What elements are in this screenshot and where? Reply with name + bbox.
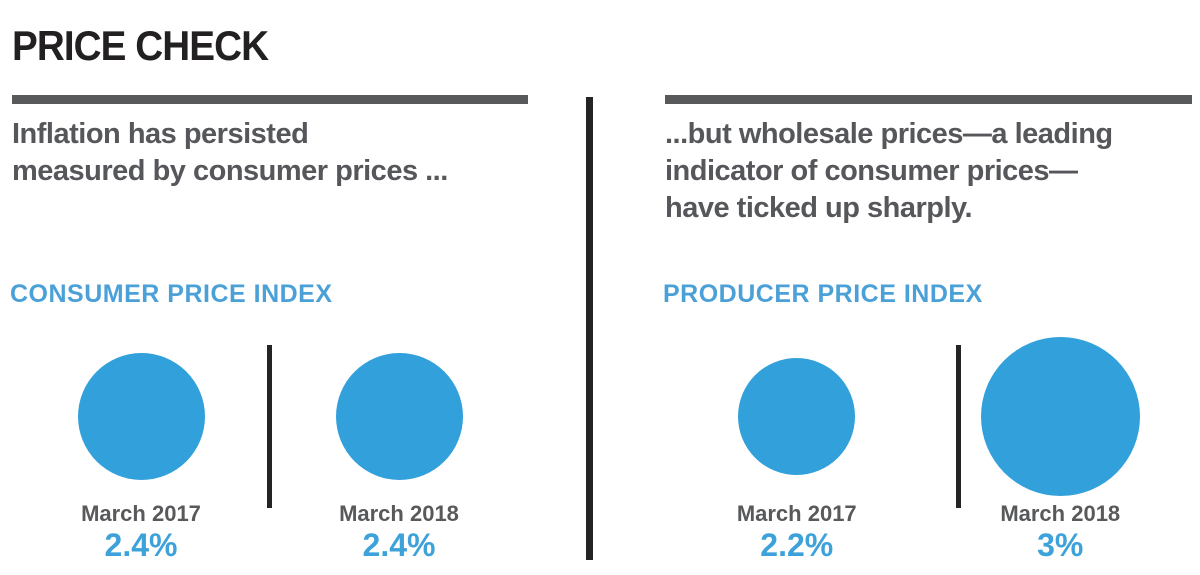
ppi-2017-bubble	[738, 357, 856, 475]
center-divider	[586, 97, 593, 560]
ppi-section-label: PRODUCER PRICE INDEX	[663, 280, 983, 308]
cpi-cell-divider	[267, 345, 272, 508]
cpi-date-row: March 2017 March 2018	[12, 501, 528, 527]
cpi-2017-cell	[12, 338, 270, 494]
ppi-2017-cell	[665, 338, 929, 494]
cpi-2017-bubble	[77, 352, 205, 480]
ppi-2017-date-label: March 2017	[736, 501, 857, 526]
ppi-heading: ...but wholesale prices—a leading indica…	[665, 118, 1113, 224]
cpi-heading: Inflation has persisted measured by cons…	[12, 118, 448, 187]
cpi-2018-cell	[270, 338, 528, 494]
cpi-section-label: CONSUMER PRICE INDEX	[10, 280, 333, 308]
ppi-2018-cell	[929, 336, 1193, 496]
ppi-2018-date-label: March 2018	[1000, 501, 1121, 526]
ppi-2018-value: 3%	[1037, 527, 1084, 563]
cpi-value-row: 2.4% 2.4%	[12, 527, 528, 564]
ppi-2017-value: 2.2%	[760, 527, 834, 563]
cpi-2018-date-label: March 2018	[339, 501, 459, 526]
cpi-2017-value: 2.4%	[104, 527, 178, 563]
right-rule	[665, 95, 1192, 104]
ppi-value-row: 2.2% 3%	[665, 527, 1192, 564]
left-rule	[12, 95, 528, 104]
ppi-cell-divider	[956, 345, 961, 508]
ppi-bubble-row	[665, 336, 1193, 496]
cpi-2017-date-label: March 2017	[81, 501, 201, 526]
cpi-bubble-row	[12, 338, 528, 494]
cpi-2018-value: 2.4%	[362, 527, 436, 563]
page-title: PRICE CHECK	[12, 22, 269, 69]
cpi-2018-bubble	[335, 352, 463, 480]
ppi-date-row: March 2017 March 2018	[665, 501, 1192, 527]
ppi-2018-bubble	[980, 336, 1140, 496]
